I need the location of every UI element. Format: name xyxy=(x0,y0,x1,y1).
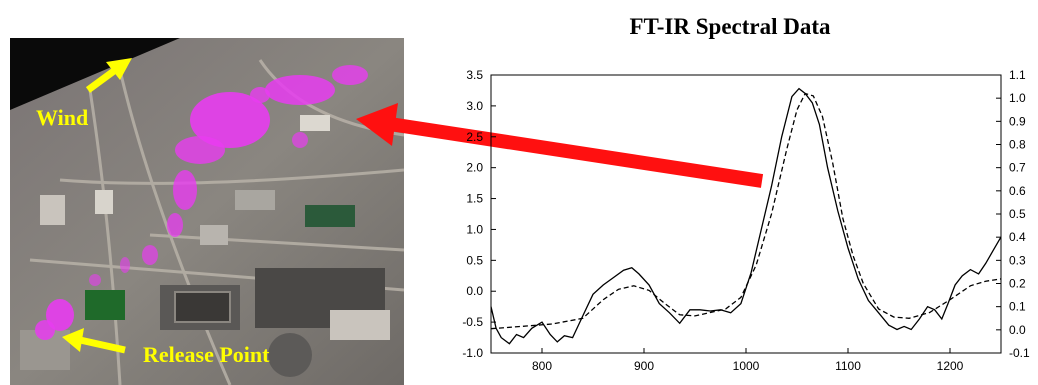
x-tick-label: 800 xyxy=(532,359,552,373)
x-tick-label: 1000 xyxy=(733,359,760,373)
release-arrow-icon xyxy=(62,328,126,354)
y2-tick-label: 0.8 xyxy=(1009,138,1026,152)
series-line-dashed xyxy=(490,92,1002,330)
y-axis-right-ticks: -0.1 0.0 0.1 0.2 0.3 0.4 0.5 0.6 0.7 0.8 0.9 1.0 1.1 xyxy=(996,68,1030,360)
y-tick-label: -1.0 xyxy=(462,346,483,360)
series-layer xyxy=(490,87,1002,345)
y-tick-label: 1.0 xyxy=(466,222,483,236)
x-tick-label: 900 xyxy=(634,359,654,373)
y2-tick-label: 0.7 xyxy=(1009,161,1026,175)
y2-tick-label: 0.2 xyxy=(1009,277,1026,291)
series-line-solid xyxy=(490,87,1002,345)
y-axis-left-ticks: -1.0 -0.5 0.0 0.5 1.0 1.5 2.0 2.5 3.0 3.5 xyxy=(462,68,496,360)
x-tick-label: 1200 xyxy=(937,359,964,373)
y2-tick-label: 0.3 xyxy=(1009,253,1026,267)
y-tick-label: 2.0 xyxy=(466,161,483,175)
aerial-scene xyxy=(10,38,404,385)
y-tick-label: 0.0 xyxy=(466,284,483,298)
x-tick-label: 1100 xyxy=(835,359,861,373)
y2-tick-label: 0.4 xyxy=(1009,230,1026,244)
y-tick-label: 1.5 xyxy=(466,192,483,206)
y2-tick-label: 0.5 xyxy=(1009,207,1026,221)
y2-tick-label: 1.0 xyxy=(1009,91,1026,105)
y2-tick-label: 0.9 xyxy=(1009,114,1026,128)
y2-tick-label: 0.6 xyxy=(1009,184,1026,198)
wind-arrow-icon xyxy=(85,58,132,93)
y-tick-label: 2.5 xyxy=(466,130,483,144)
y-tick-label: 0.5 xyxy=(466,253,483,267)
pointer-arrow-icon xyxy=(356,103,764,188)
x-axis-ticks: 800 900 1000 1100 1200 xyxy=(532,348,964,373)
y2-tick-label: 0.1 xyxy=(1009,300,1026,314)
release-point-label: Release Point xyxy=(143,342,270,367)
y2-tick-label: -0.1 xyxy=(1009,346,1030,360)
plume xyxy=(35,65,368,340)
y2-tick-label: 0.0 xyxy=(1009,323,1026,337)
wind-label: Wind xyxy=(36,105,88,130)
y-tick-label: -0.5 xyxy=(462,315,483,329)
chart-title: FT-IR Spectral Data xyxy=(629,14,831,39)
y-tick-label: 3.5 xyxy=(466,68,483,82)
y2-tick-label: 1.1 xyxy=(1009,68,1026,82)
y-tick-label: 3.0 xyxy=(466,99,483,113)
